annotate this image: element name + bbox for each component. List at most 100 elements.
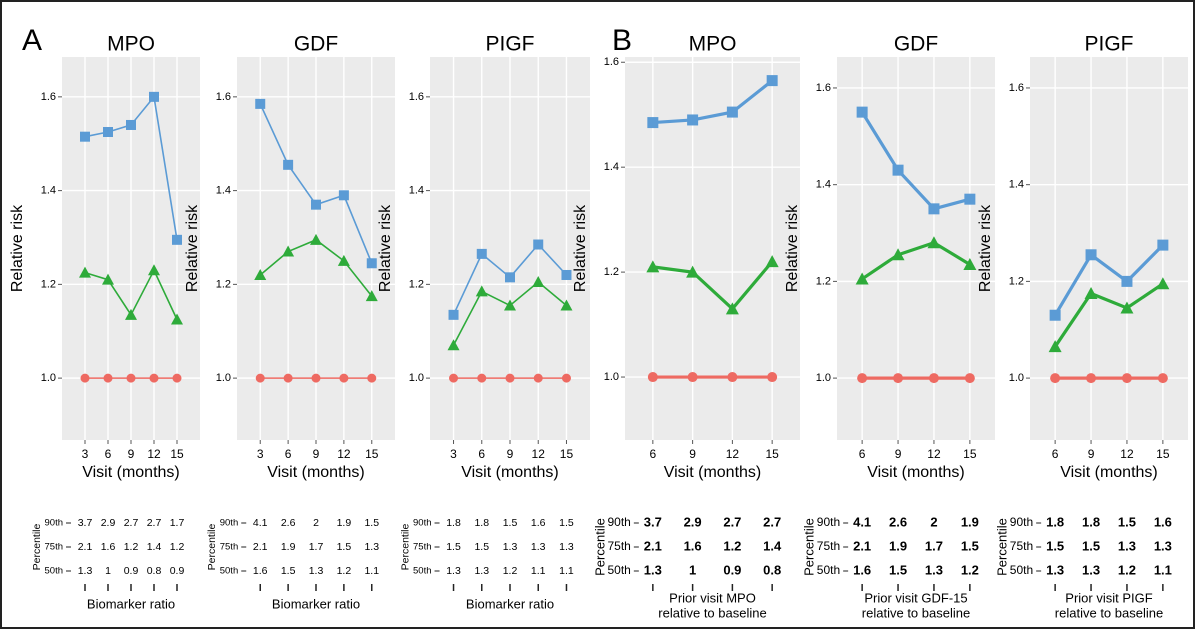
table-cell: 1.1 [531,565,546,577]
chart-title: GDF [294,33,338,56]
marker [1085,249,1097,261]
marker [892,164,904,176]
y-tick-label: 1.0 [1009,372,1024,384]
table-caption: relative to baseline [658,605,766,620]
y-tick-label: 1.0 [409,372,424,384]
y-tick-label: 1.4 [41,185,56,197]
row-label: 90th [607,515,630,529]
table-caption: Prior visit MPO [669,590,756,605]
x-tick-label: 6 [649,447,656,461]
table-cell: 1.2 [337,565,352,577]
table-cell: 1.3 [925,562,943,577]
marker [148,264,160,276]
marker [1157,373,1168,384]
table-cell: 1.3 [309,565,324,577]
marker [337,254,350,266]
marker [1084,286,1098,299]
marker [475,285,488,297]
table-cell: 2.6 [889,514,907,529]
table-cell: 3.7 [78,517,93,529]
marker [366,258,377,269]
marker [927,236,941,249]
table-cell: 2.1 [644,538,662,553]
x-tick-label: 6 [1052,447,1059,461]
table-cell: 2 [313,517,319,529]
table-cell: 1.1 [1154,562,1172,577]
x-axis-label: Visit (months) [267,464,365,481]
series-line [1053,282,1164,348]
marker [477,373,487,383]
row-label: 90th [45,518,64,529]
marker [1121,373,1132,384]
row-label: 75th [1010,539,1033,553]
marker [1156,277,1170,290]
marker [1050,373,1061,384]
table-caption: relative to baseline [862,605,970,620]
marker [561,269,572,280]
panel-label: A [22,24,42,57]
table-cell: 1.4 [763,538,782,553]
table-cell: 1.3 [644,562,662,577]
x-tick-label: 15 [765,447,779,461]
marker [855,272,869,285]
y-axis-label: Relative risk [784,204,801,292]
x-tick-label: 15 [560,447,574,461]
table-cell: 1.8 [1046,514,1064,529]
marker [963,257,977,270]
marker [1048,340,1062,353]
table-cell: 1.1 [559,565,574,577]
table-cell: 1.9 [889,538,907,553]
marker [79,266,91,278]
x-tick-label: 9 [128,447,135,461]
x-tick-label: 12 [147,447,161,461]
x-tick-label: 3 [450,447,457,461]
marker [447,339,460,351]
marker [255,373,265,383]
y-tick-label: 1.0 [41,372,56,384]
x-tick-label: 6 [105,447,112,461]
table-caption: Biomarker ratio [272,596,360,611]
x-axis-label: Visit (months) [1060,464,1158,481]
table-cell: 2.1 [853,538,871,553]
marker [126,119,136,130]
y-tick-label: 1.2 [604,266,619,278]
marker [125,308,137,320]
marker [857,373,868,384]
table-cell: 1.6 [101,541,116,553]
table-cell: 1.8 [474,517,489,529]
x-tick-label: 12 [532,447,546,461]
marker [448,309,459,320]
x-tick-label: 15 [963,447,977,461]
table-axis-label: Percentile [802,518,817,576]
marker [856,106,868,118]
table-cell: 0.9 [124,565,139,577]
marker [171,313,183,325]
chart-title: PIGF [485,33,534,56]
x-tick-label: 9 [1088,447,1095,461]
table-cell: 1.5 [1082,538,1100,553]
marker [647,117,659,129]
marker [505,272,515,283]
x-tick-label: 12 [927,447,941,461]
table-cell: 1.2 [961,562,979,577]
marker [102,273,114,285]
row-label: 50th [45,566,64,577]
table-cell: 1.3 [559,541,574,553]
y-tick-label: 1.6 [604,56,619,68]
y-tick-label: 1.4 [1009,179,1024,191]
series-line [860,111,971,211]
table-cell: 1.5 [364,517,379,529]
marker [505,373,515,383]
table-cell: 3.7 [644,514,662,529]
x-axis-label: Visit (months) [82,464,180,481]
y-axis-label: Relative risk [9,204,26,292]
marker [687,372,698,383]
marker [476,248,487,259]
table-cell: 1.2 [124,541,139,553]
marker [1157,239,1169,251]
y-tick-label: 1.0 [816,372,831,384]
table-cell: 1.1 [364,565,379,577]
table-cell: 0.9 [723,562,741,577]
table-cell: 2.7 [124,517,139,529]
marker [504,299,516,311]
